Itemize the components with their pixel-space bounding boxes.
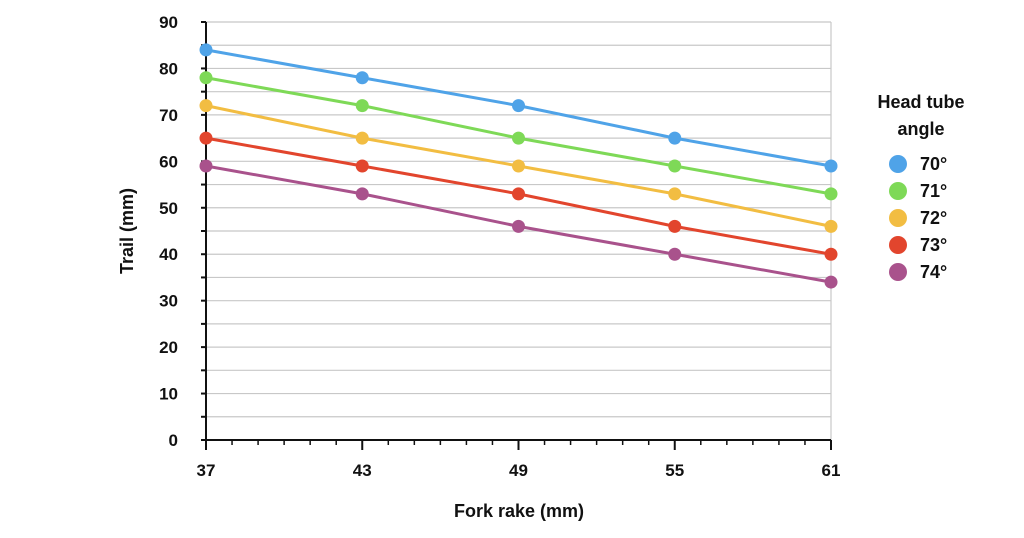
legend-label: 70° — [920, 154, 947, 174]
data-point — [512, 159, 525, 173]
y-tick-label: 80 — [159, 59, 178, 78]
y-tick-label: 10 — [159, 385, 178, 404]
data-point — [512, 219, 525, 233]
data-point — [668, 187, 682, 201]
y-tick-label: 70 — [159, 106, 178, 125]
legend-entry: 73° — [889, 235, 947, 255]
y-tick-label: 50 — [159, 199, 178, 218]
data-point — [824, 187, 838, 201]
legend-entry: 70° — [889, 154, 947, 174]
legend-title-line-2: angle — [897, 119, 944, 139]
y-tick-labels: 0 10 20 30 40 50 60 70 80 90 — [159, 13, 178, 450]
series-74-deg — [199, 159, 838, 289]
legend-label: 73° — [920, 235, 947, 255]
data-point — [199, 99, 213, 113]
data-point — [199, 71, 213, 85]
legend-marker — [889, 236, 907, 254]
legend-marker — [889, 209, 907, 227]
series-70-deg — [199, 43, 838, 173]
x-tick-label: 49 — [509, 461, 528, 480]
data-point — [355, 99, 369, 113]
y-tick-label: 0 — [169, 431, 178, 450]
data-point — [824, 219, 838, 233]
data-point — [512, 99, 525, 113]
legend-title-line-1: Head tube — [877, 92, 964, 112]
x-tick-label: 55 — [665, 461, 684, 480]
series-73-deg — [199, 131, 838, 261]
data-point — [668, 247, 682, 261]
data-point — [824, 159, 838, 173]
data-point — [824, 275, 838, 289]
x-tick-labels: 37 43 49 55 61 — [197, 461, 841, 480]
series-lines — [199, 43, 838, 289]
x-tick-label: 61 — [822, 461, 841, 480]
x-tick-label: 37 — [197, 461, 216, 480]
x-tick-label: 43 — [353, 461, 372, 480]
legend-label: 71° — [920, 181, 947, 201]
x-axis-title: Fork rake (mm) — [454, 501, 584, 521]
legend-marker — [889, 182, 907, 200]
series-72-deg — [199, 99, 838, 233]
data-point — [512, 187, 525, 201]
series-71-deg — [199, 71, 838, 201]
data-point — [824, 247, 838, 261]
data-point — [199, 159, 213, 173]
y-tick-label: 30 — [159, 292, 178, 311]
data-point — [199, 43, 213, 57]
data-point — [355, 71, 369, 85]
y-axis-title: Trail (mm) — [117, 188, 137, 274]
legend-entry: 72° — [889, 208, 947, 228]
data-point — [512, 131, 525, 145]
data-point — [199, 131, 213, 145]
data-point — [668, 131, 682, 145]
y-tick-label: 20 — [159, 338, 178, 357]
y-tick-label: 40 — [159, 245, 178, 264]
data-point — [668, 219, 682, 233]
legend-label: 72° — [920, 208, 947, 228]
legend: Head tube angle 70° 71° 72° 73° 74° — [877, 92, 964, 282]
legend-entry: 71° — [889, 181, 947, 201]
data-point — [355, 159, 369, 173]
data-point — [355, 187, 369, 201]
legend-marker — [889, 155, 907, 173]
legend-label: 74° — [920, 262, 947, 282]
y-tick-label: 60 — [159, 152, 178, 171]
data-point — [668, 159, 682, 173]
data-point — [355, 131, 369, 145]
legend-marker — [889, 263, 907, 281]
y-tick-label: 90 — [159, 13, 178, 32]
legend-entry: 74° — [889, 262, 947, 282]
